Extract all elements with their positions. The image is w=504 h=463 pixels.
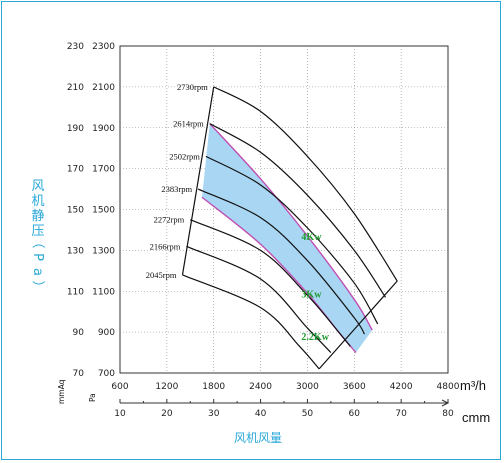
x-secondary-tick-label: 80 [442, 409, 454, 419]
y-unit-secondary: mmAq [57, 379, 66, 404]
rpm-label: 2045rpm [146, 270, 177, 280]
rpm-curve [197, 188, 365, 335]
band-fill [202, 123, 373, 353]
band-edge-upper [209, 123, 373, 331]
x-tick-label: 3600 [343, 382, 366, 392]
x-tick-label: 1200 [155, 382, 178, 392]
x-tick-label: 4200 [390, 382, 413, 392]
y-tick-label-secondary: 110 [67, 287, 84, 297]
y-tick-label: 2300 [92, 42, 115, 52]
x-tick-label: 1800 [202, 382, 225, 392]
y-tick-label-secondary: 70 [73, 369, 85, 379]
rpm-curves [181, 86, 398, 370]
rpm-curve [190, 219, 351, 347]
y-tick-label-secondary: 130 [67, 246, 84, 256]
y-axis-title-char: a [30, 268, 45, 276]
rpm-curve [205, 155, 379, 325]
y-tick-label-secondary: 90 [73, 328, 85, 338]
x-secondary-arrow [441, 399, 450, 407]
rpm-label: 2166rpm [150, 241, 181, 251]
rpm-curve [209, 123, 387, 298]
x-secondary-tick-label: 60 [349, 409, 361, 419]
y-axis-title-char: 静 [31, 209, 44, 224]
x-secondary-tick-label: 70 [395, 409, 407, 419]
x-secondary-tick-label: 20 [161, 409, 173, 419]
y-tick-label: 700 [98, 369, 115, 379]
rpm-curve [186, 245, 332, 353]
y-tick-label-secondary: 230 [67, 42, 84, 52]
y-axis-title-char: 压 [31, 224, 44, 239]
power-label: 3Kw [301, 289, 322, 300]
x-axis-title: 风机风量 [234, 431, 282, 445]
rpm-label: 2502rpm [169, 151, 200, 161]
y-tick-label: 1500 [92, 206, 115, 216]
x-unit-primary: m³/h [460, 378, 486, 393]
axes: 600 1200 1800 2400 3000 3600 4200 4800 700 70 900 9… [67, 42, 460, 419]
envelope-right [318, 280, 398, 370]
y-axis-title-char: ） [30, 280, 45, 293]
power-label: 4Kw [301, 232, 322, 243]
envelope-left [181, 86, 215, 275]
x-secondary-tick-label: 30 [208, 409, 220, 419]
x-tick-label: 600 [111, 382, 128, 392]
curve-labels: 2730rpm 2614rpm 2502rpm 2383rpm 2272rpm 2166r… [146, 82, 330, 343]
y-tick-label: 1100 [92, 287, 115, 297]
y-tick-label: 1700 [92, 165, 115, 175]
x-tick-label: 3000 [296, 382, 319, 392]
x-tick-label: 2400 [249, 382, 272, 392]
y-axis-title-char: （ [30, 235, 45, 248]
x-secondary-tick-label: 10 [114, 409, 126, 419]
y-tick-label: 1300 [92, 246, 115, 256]
y-unit-primary: Pa [88, 393, 97, 402]
power-label: 2.2Kw [301, 332, 329, 343]
y-tick-label-secondary: 210 [67, 83, 84, 93]
y-tick-label-secondary: 170 [67, 165, 84, 175]
y-tick-label: 900 [98, 328, 115, 338]
y-axis-title-char: 机 [31, 194, 44, 209]
rpm-curve [182, 274, 320, 370]
grid [119, 45, 449, 374]
shaded-band [201, 123, 373, 354]
x-unit-secondary: cmm [462, 410, 490, 425]
x-secondary-tick-label: 40 [255, 409, 267, 419]
rpm-label: 2272rpm [154, 215, 185, 225]
y-axis-title-char: P [30, 253, 45, 261]
rpm-curve [213, 86, 398, 282]
y-axis-title-char: 风 [31, 179, 44, 194]
rpm-label: 2614rpm [173, 119, 204, 129]
y-tick-label: 2100 [92, 83, 115, 93]
rpm-label: 2383rpm [161, 184, 192, 194]
y-tick-label-secondary: 150 [67, 206, 84, 216]
x-tick-label: 4800 [437, 382, 460, 392]
rpm-label: 2730rpm [177, 82, 208, 92]
x-secondary-tick-label: 50 [302, 409, 314, 419]
y-tick-label-secondary: 190 [67, 124, 84, 134]
y-tick-label: 1900 [92, 124, 115, 134]
